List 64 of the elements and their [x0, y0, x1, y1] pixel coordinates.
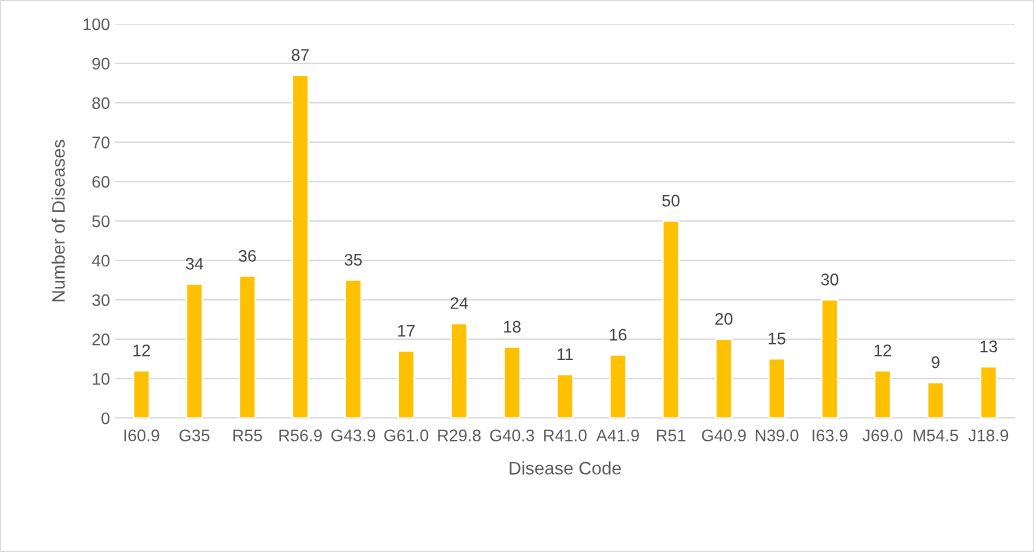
data-label: 34 [185, 257, 204, 270]
bar [874, 370, 892, 418]
x-tick-label: R55 [233, 429, 262, 442]
bar [132, 370, 151, 418]
bar [556, 373, 574, 418]
y-tick-label: 100 [83, 18, 110, 31]
bar [344, 279, 362, 418]
x-tick-label: N39.0 [755, 429, 799, 442]
y-tick-label: 0 [101, 412, 110, 425]
bar [609, 354, 627, 418]
x-tick-label: G40.9 [701, 429, 746, 442]
bar [715, 338, 733, 418]
y-tick-label: 80 [92, 97, 110, 109]
x-tick-label: G43.9 [331, 429, 376, 442]
y-tick-label: 90 [92, 57, 110, 70]
bar [397, 350, 415, 418]
bar [768, 358, 786, 418]
data-label: 35 [344, 253, 362, 266]
x-tick-label: R29.8 [438, 429, 481, 442]
y-tick-label: 60 [92, 176, 110, 188]
data-label: 87 [291, 49, 309, 61]
data-label: 17 [398, 324, 415, 337]
bar [821, 299, 839, 418]
x-tick-label: A41.9 [596, 429, 639, 442]
bar [503, 346, 521, 418]
data-label: 36 [238, 249, 256, 262]
y-tick-label: 10 [92, 373, 110, 385]
bar [979, 366, 998, 418]
data-label: 50 [662, 194, 680, 207]
x-tick-label: J18.9 [968, 429, 1009, 442]
data-label: 9 [931, 356, 940, 369]
data-label: 11 [557, 348, 573, 361]
x-tick-label: G61.0 [384, 429, 429, 442]
x-tick-label: G35 [179, 429, 210, 442]
x-tick-label: R56.9 [279, 429, 322, 442]
bar [238, 275, 256, 418]
y-tick-label: 20 [92, 333, 110, 346]
x-tick-label: I60.9 [124, 429, 160, 442]
data-label: 12 [874, 344, 892, 357]
y-tick-label: 70 [92, 136, 110, 149]
y-tick-label: 30 [92, 294, 110, 306]
data-label: 18 [504, 320, 521, 333]
data-label: 20 [715, 312, 733, 325]
x-axis-title: Disease Code [509, 461, 621, 475]
data-label: 30 [821, 273, 839, 286]
bar [291, 74, 309, 418]
data-label: 24 [450, 297, 468, 309]
y-axis-title: Number of Diseases [51, 139, 65, 302]
x-tick-label: J69.0 [862, 429, 903, 442]
x-tick-label: G40.3 [490, 429, 535, 442]
data-label: 13 [980, 340, 998, 353]
bar [926, 381, 945, 418]
x-tick-label: R51 [656, 429, 686, 442]
y-tick-label: 50 [92, 215, 110, 228]
x-tick-label: M54.5 [913, 429, 959, 442]
y-tick-label: 40 [91, 254, 110, 267]
bar [185, 283, 204, 418]
data-label: 15 [768, 332, 786, 345]
data-label: 16 [609, 328, 627, 341]
bar [450, 322, 468, 418]
x-tick-label: R41.0 [544, 429, 587, 442]
x-tick-label: I63.9 [812, 429, 848, 442]
bar [662, 220, 680, 418]
data-label: 12 [133, 344, 150, 357]
